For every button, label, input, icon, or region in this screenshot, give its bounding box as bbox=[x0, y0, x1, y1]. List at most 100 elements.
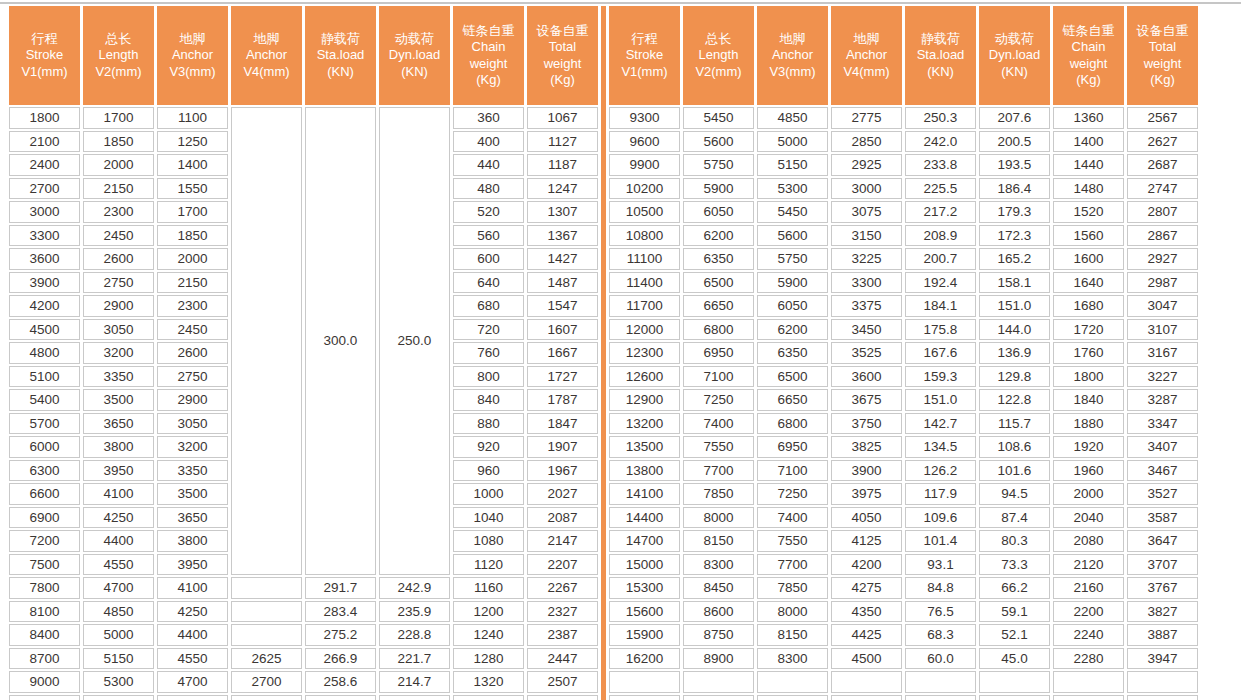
data-cell: 300.0 bbox=[305, 107, 376, 575]
data-cell: 1727 bbox=[527, 366, 598, 388]
data-cell: 1550 bbox=[157, 178, 228, 200]
data-cell: 11700 bbox=[609, 295, 680, 317]
data-cell: 12300 bbox=[609, 342, 680, 364]
data-cell: 3107 bbox=[1127, 319, 1198, 341]
data-cell: 3600 bbox=[831, 366, 902, 388]
data-cell: 2120 bbox=[1053, 554, 1124, 576]
data-cell: 193.5 bbox=[979, 154, 1050, 176]
data-cell: 1367 bbox=[527, 225, 598, 247]
data-cell: 3950 bbox=[157, 554, 228, 576]
data-cell: 2207 bbox=[527, 554, 598, 576]
data-cell: 167.6 bbox=[905, 342, 976, 364]
data-cell: 6800 bbox=[757, 413, 828, 435]
data-cell: 600 bbox=[453, 248, 524, 270]
data-cell: 6500 bbox=[683, 272, 754, 294]
data-cell: 1880 bbox=[1053, 413, 1124, 435]
data-cell: 7800 bbox=[9, 577, 80, 599]
data-cell: 87.4 bbox=[979, 507, 1050, 529]
data-cell: 8300 bbox=[683, 554, 754, 576]
data-cell: 1480 bbox=[1053, 178, 1124, 200]
data-cell: 2507 bbox=[527, 671, 598, 693]
data-cell: 1800 bbox=[9, 107, 80, 129]
data-cell: 4550 bbox=[157, 648, 228, 670]
data-cell: 3527 bbox=[1127, 483, 1198, 505]
data-cell: 2100 bbox=[9, 131, 80, 153]
data-cell: 1100 bbox=[157, 107, 228, 129]
data-cell: 3050 bbox=[157, 413, 228, 435]
data-cell: 680 bbox=[453, 295, 524, 317]
header-cell: 地脚AnchorV4(mm) bbox=[831, 6, 902, 105]
data-cell: 4400 bbox=[83, 530, 154, 552]
data-cell: 4800 bbox=[9, 342, 80, 364]
data-cell: 1800 bbox=[1053, 366, 1124, 388]
data-cell: 3150 bbox=[831, 225, 902, 247]
data-cell bbox=[231, 601, 302, 623]
data-cell: 440 bbox=[453, 154, 524, 176]
data-cell bbox=[9, 695, 80, 700]
data-cell: 136.9 bbox=[979, 342, 1050, 364]
data-cell bbox=[231, 624, 302, 646]
data-cell: 4100 bbox=[157, 577, 228, 599]
data-cell: 7400 bbox=[757, 507, 828, 529]
data-cell: 4700 bbox=[157, 671, 228, 693]
data-cell: 59.1 bbox=[979, 601, 1050, 623]
data-cell: 4100 bbox=[83, 483, 154, 505]
data-cell: 4700 bbox=[83, 577, 154, 599]
data-cell: 1247 bbox=[527, 178, 598, 200]
data-cell: 5300 bbox=[757, 178, 828, 200]
data-cell: 7100 bbox=[683, 366, 754, 388]
data-cell: 93.1 bbox=[905, 554, 976, 576]
data-cell: 1967 bbox=[527, 460, 598, 482]
data-cell: 2600 bbox=[157, 342, 228, 364]
data-cell: 5900 bbox=[683, 178, 754, 200]
data-cell bbox=[83, 695, 154, 700]
data-cell: 2027 bbox=[527, 483, 598, 505]
data-cell: 6800 bbox=[683, 319, 754, 341]
data-cell: 4500 bbox=[831, 648, 902, 670]
data-cell: 242.9 bbox=[379, 577, 450, 599]
data-cell: 8900 bbox=[683, 648, 754, 670]
data-cell bbox=[979, 695, 1050, 700]
data-cell: 1920 bbox=[1053, 436, 1124, 458]
data-cell bbox=[453, 695, 524, 700]
data-cell: 3750 bbox=[831, 413, 902, 435]
data-cell: 12000 bbox=[609, 319, 680, 341]
data-cell: 4200 bbox=[9, 295, 80, 317]
data-cell: 175.8 bbox=[905, 319, 976, 341]
data-cell: 1787 bbox=[527, 389, 598, 411]
data-cell: 2850 bbox=[831, 131, 902, 153]
data-cell: 266.9 bbox=[305, 648, 376, 670]
data-cell: 217.2 bbox=[905, 201, 976, 223]
data-cell: 3167 bbox=[1127, 342, 1198, 364]
data-cell: 8400 bbox=[9, 624, 80, 646]
data-cell: 7250 bbox=[757, 483, 828, 505]
data-cell bbox=[1053, 695, 1124, 700]
data-cell: 1840 bbox=[1053, 389, 1124, 411]
data-cell: 6600 bbox=[9, 483, 80, 505]
data-cell: 1320 bbox=[453, 671, 524, 693]
data-cell: 200.7 bbox=[905, 248, 976, 270]
data-cell: 3300 bbox=[9, 225, 80, 247]
data-cell bbox=[979, 671, 1050, 693]
data-cell: 3375 bbox=[831, 295, 902, 317]
data-cell bbox=[1053, 671, 1124, 693]
data-cell: 2450 bbox=[157, 319, 228, 341]
data-cell: 4850 bbox=[83, 601, 154, 623]
data-cell: 2267 bbox=[527, 577, 598, 599]
data-cell: 2750 bbox=[83, 272, 154, 294]
data-cell: 3227 bbox=[1127, 366, 1198, 388]
data-cell: 3225 bbox=[831, 248, 902, 270]
data-cell: 275.2 bbox=[305, 624, 376, 646]
data-cell bbox=[1127, 695, 1198, 700]
data-cell: 4275 bbox=[831, 577, 902, 599]
data-cell: 13800 bbox=[609, 460, 680, 482]
data-cell: 5000 bbox=[757, 131, 828, 153]
data-cell: 208.9 bbox=[905, 225, 976, 247]
data-cell: 3825 bbox=[831, 436, 902, 458]
data-cell: 8700 bbox=[9, 648, 80, 670]
data-cell: 7200 bbox=[9, 530, 80, 552]
data-cell: 6900 bbox=[9, 507, 80, 529]
data-cell: 6950 bbox=[757, 436, 828, 458]
data-cell: 2900 bbox=[157, 389, 228, 411]
data-cell: 1240 bbox=[453, 624, 524, 646]
